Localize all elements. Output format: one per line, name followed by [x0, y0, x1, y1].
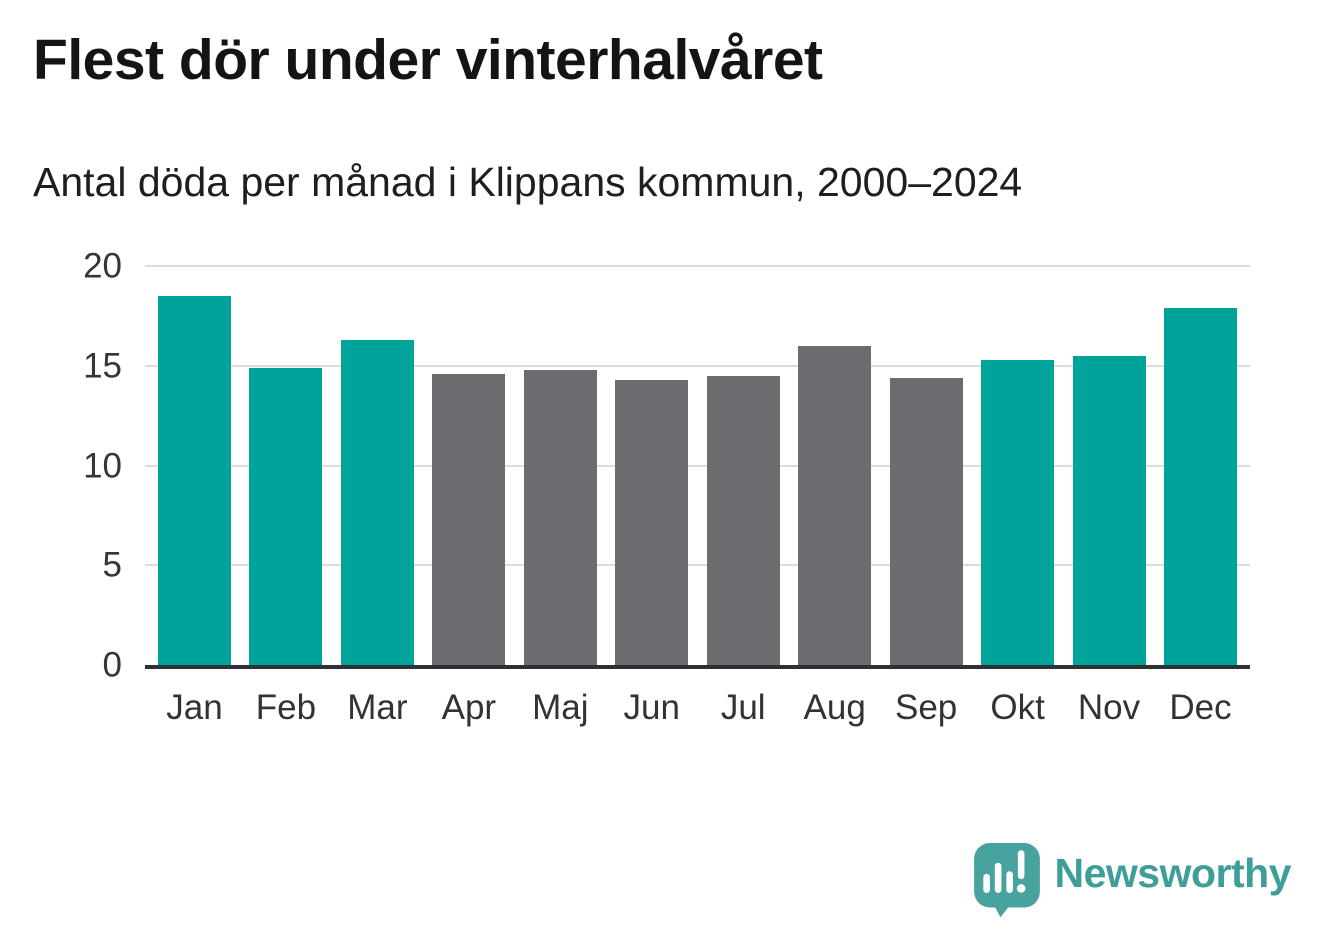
- logo-chart-bars: [982, 850, 1025, 893]
- bar-maj: [523, 369, 597, 665]
- bar-aug: [798, 345, 872, 665]
- plot-area: [145, 265, 1250, 669]
- gridline-5: [145, 564, 1250, 567]
- x-tick-label-apr: Apr: [441, 688, 497, 727]
- bar-dec: [1163, 307, 1237, 665]
- bar-okt: [981, 359, 1055, 665]
- bar-feb: [249, 367, 323, 665]
- page-title: Flest dör under vinterhalvåret: [33, 28, 823, 92]
- bar-jan: [158, 295, 231, 665]
- x-tick-label-mar: Mar: [347, 688, 408, 727]
- x-tick-label-okt: Okt: [990, 688, 1045, 727]
- y-tick-label-0: 0: [102, 645, 122, 685]
- bar-jun: [615, 379, 689, 665]
- x-tick-label-jul: Jul: [720, 688, 766, 727]
- y-tick-label-20: 20: [83, 246, 122, 286]
- chart-subtitle: Antal döda per månad i Klippans kommun, …: [33, 159, 1023, 205]
- y-axis: 0 5 10 15 20: [0, 249, 122, 683]
- bar-nov: [1072, 355, 1146, 665]
- x-tick-label-maj: Maj: [532, 688, 589, 727]
- bar-jul: [706, 375, 780, 665]
- x-tick-label-nov: Nov: [1077, 688, 1141, 727]
- y-tick-label-15: 15: [83, 346, 122, 386]
- newsworthy-speech-bubble-chart-icon: [973, 843, 1040, 918]
- gridline-20: [145, 265, 1250, 267]
- x-tick-label-aug: Aug: [803, 688, 866, 727]
- bar-sep: [889, 377, 963, 665]
- gridline-10: [145, 464, 1250, 467]
- x-tick-label-jan: Jan: [166, 688, 223, 727]
- x-tick-label-feb: Feb: [255, 688, 317, 727]
- x-tick-label-sep: Sep: [894, 688, 958, 727]
- bar-mar: [340, 339, 414, 665]
- newsworthy-wordmark: Newsworthy: [1054, 850, 1292, 896]
- bars-container: [145, 266, 1250, 665]
- gridline-15: [145, 364, 1250, 367]
- bar-apr: [432, 373, 506, 665]
- x-axis: Jan Feb Mar Apr Maj Jun Jul Aug Sep Okt Nov Dec: [145, 688, 1250, 728]
- x-tick-label-dec: Dec: [1169, 688, 1232, 727]
- y-tick-label-5: 5: [102, 545, 122, 585]
- x-tick-label-jun: Jun: [623, 688, 680, 727]
- newsworthy-logo: Newsworthy: [973, 843, 1292, 918]
- y-tick-label-10: 10: [83, 446, 122, 485]
